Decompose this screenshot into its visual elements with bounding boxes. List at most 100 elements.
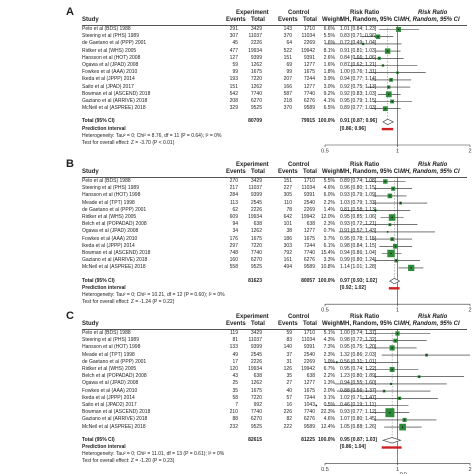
rr-ci: 0.92 [0.75; 1.13] bbox=[340, 83, 377, 90]
events-exp: 7 bbox=[235, 402, 238, 408]
group1-header: Experiment bbox=[236, 10, 269, 16]
study-header: Study bbox=[82, 169, 99, 175]
total-exp: 7740 bbox=[250, 90, 262, 97]
total-exp: 1262 bbox=[250, 83, 262, 90]
weight: 3.9% bbox=[323, 76, 335, 83]
events-exp: 748 bbox=[229, 250, 238, 256]
heterogeneity-text: Heterogeneity: Tau² = 0; Chi² = 11.01, d… bbox=[82, 451, 225, 458]
weight: 1.3% bbox=[323, 380, 335, 387]
weight: 4.3% bbox=[323, 337, 335, 344]
events-exp: 99 bbox=[232, 69, 238, 76]
x-tick-label: 1 bbox=[396, 308, 399, 314]
pi-label: Prediction interval bbox=[82, 284, 126, 291]
total-ctl: 7740 bbox=[303, 409, 315, 416]
events-header-1: Events bbox=[226, 321, 246, 327]
study-name: Peto et al (BDS) 1988 bbox=[82, 26, 131, 32]
events-ctl: 59 bbox=[286, 330, 292, 336]
overall-effect-text: Test for overall effect: Z = -3.70 (P < … bbox=[82, 140, 175, 146]
study-header: Study bbox=[82, 17, 99, 23]
events-ctl: 522 bbox=[283, 47, 292, 54]
point-estimate bbox=[378, 57, 380, 59]
total-rr: 0.97 [0.93; 1.02] bbox=[340, 277, 377, 284]
total-label: Total (95% CI) bbox=[82, 277, 115, 284]
study-name: de Gaetano et al (PPP) 2001 bbox=[82, 358, 147, 365]
rr-ci: 0.93 [0.72; 1.21] bbox=[340, 221, 377, 228]
total-weight: 100.0% bbox=[318, 118, 335, 125]
total-ctl: 638 bbox=[306, 373, 315, 380]
total-weight: 100.0% bbox=[318, 436, 335, 443]
events-ctl: 143 bbox=[283, 26, 292, 32]
study-name: Ridker et al (WHS) 2005 bbox=[82, 366, 137, 372]
point-estimate bbox=[315, 404, 317, 407]
pi-label: Prediction interval bbox=[82, 125, 126, 132]
point-estimate bbox=[384, 108, 386, 110]
rr-ci: 0.92 [0.83; 1.03] bbox=[340, 90, 377, 97]
events-header-1: Events bbox=[226, 169, 246, 175]
point-estimate bbox=[391, 100, 393, 103]
group2-header: Control bbox=[288, 162, 310, 168]
rr-method-header: MH, Random, 95% CI bbox=[340, 17, 400, 23]
events-exp: 193 bbox=[229, 76, 238, 83]
point-estimate bbox=[394, 340, 396, 342]
weight: 5.5% bbox=[323, 178, 335, 184]
total-ctl: 9391 bbox=[303, 344, 315, 351]
total-exp: 3429 bbox=[250, 26, 262, 32]
rr-ci: 0.93 [0.79; 1.09] bbox=[340, 192, 377, 199]
rr-header: Risk Ratio bbox=[350, 314, 380, 320]
weight: 2.3% bbox=[323, 351, 335, 358]
study-name: Ikeda et al (JPPP) 2014 bbox=[82, 394, 135, 401]
total-header-1: Total bbox=[251, 321, 265, 327]
events-exp: 113 bbox=[230, 199, 238, 206]
events-ctl: 140 bbox=[283, 344, 292, 351]
point-estimate bbox=[390, 383, 392, 385]
total-exp-sum: 82615 bbox=[248, 436, 262, 443]
total-ctl: 2540 bbox=[303, 351, 315, 358]
weight: 1.0% bbox=[323, 358, 335, 365]
point-estimate bbox=[399, 202, 402, 204]
rr-ci: 0.99 [0.80; 1.24] bbox=[340, 257, 377, 264]
study-name: Belch et al (POPADAD) 2008 bbox=[82, 373, 147, 380]
total-exp: 11037 bbox=[248, 33, 262, 40]
study-name: Ridker et al (WHS) 2005 bbox=[82, 214, 137, 220]
total-ctl-sum: 80057 bbox=[301, 277, 315, 284]
events-exp: 62 bbox=[232, 206, 238, 213]
total-exp: 6270 bbox=[250, 98, 262, 104]
weight: 9.2% bbox=[323, 90, 335, 97]
weight: 10.8% bbox=[320, 264, 335, 271]
panel-label: C bbox=[66, 310, 74, 322]
point-estimate bbox=[425, 354, 428, 356]
rr-ci: 1.00 [0.74; 1.37] bbox=[340, 330, 377, 336]
study-name: Meade et al (TPT) 1998 bbox=[82, 351, 135, 358]
study-name: de Gaetano et al (PPP) 2001 bbox=[82, 40, 147, 47]
plot-method-header: MH, Random, 95% CI bbox=[400, 321, 460, 327]
total-header-2: Total bbox=[303, 321, 317, 327]
total-ctl: 1675 bbox=[303, 235, 315, 242]
rr-ci: 1.01 [0.84; 1.23] bbox=[340, 26, 377, 32]
total-label: Total (95% CI) bbox=[82, 118, 115, 125]
total-ctl: 1710 bbox=[303, 330, 315, 336]
weight: 15.4% bbox=[320, 250, 335, 256]
weight: 0.5% bbox=[323, 402, 335, 408]
events-ctl: 31 bbox=[286, 358, 292, 365]
total-exp: 19934 bbox=[248, 214, 262, 220]
events-ctl: 110 bbox=[284, 199, 292, 206]
rr-ci: 0.91 [0.81; 1.03] bbox=[340, 47, 377, 54]
summary-diamond bbox=[382, 118, 395, 126]
weight: 2.2% bbox=[323, 199, 335, 206]
study-name: Gaziano et al (ARRIVE) 2018 bbox=[82, 98, 148, 104]
study-name: Ogawa et al (JPAD) 2008 bbox=[82, 228, 139, 235]
events-exp: 35 bbox=[232, 387, 238, 394]
events-ctl: 218 bbox=[283, 98, 292, 104]
total-exp: 7220 bbox=[250, 76, 262, 83]
forest-plot-svg: 0.5 1 2 bbox=[321, 25, 472, 155]
total-header-1: Total bbox=[251, 17, 265, 23]
forest-panel-c: C Experiment Control Risk Ratio Risk Ratio St… bbox=[0, 310, 474, 474]
total-exp: 9525 bbox=[250, 105, 262, 112]
total-exp: 9525 bbox=[250, 423, 262, 430]
events-exp: 208 bbox=[229, 98, 238, 104]
total-ctl: 11034 bbox=[301, 337, 315, 344]
point-estimate bbox=[362, 43, 364, 45]
events-exp: 307 bbox=[229, 33, 238, 40]
rr-ci: 1.07 [0.80; 1.45] bbox=[340, 416, 377, 423]
weight: 3.7% bbox=[323, 235, 335, 242]
